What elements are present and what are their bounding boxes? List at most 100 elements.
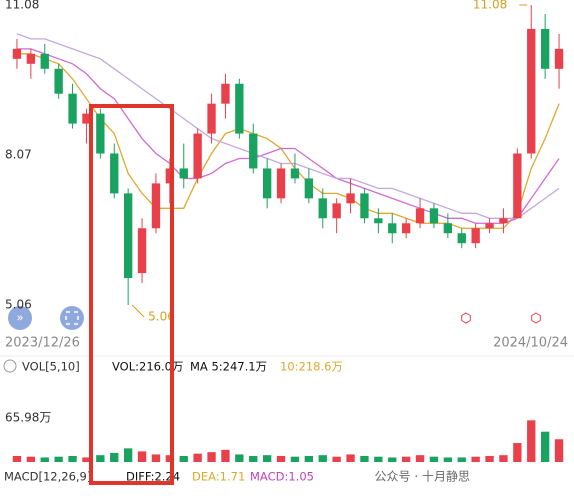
info-icon[interactable] xyxy=(3,359,17,373)
candle-body xyxy=(290,168,300,179)
candle-body xyxy=(388,223,397,234)
volume-bar xyxy=(193,453,202,462)
event-icon[interactable] xyxy=(531,312,541,324)
volume-bar xyxy=(110,452,119,462)
candle-body xyxy=(262,168,272,199)
y-tick-label: 8.07 xyxy=(5,148,32,162)
volume-bar xyxy=(12,455,22,462)
candle-body xyxy=(110,153,119,194)
candle-body xyxy=(235,83,244,134)
candle-body xyxy=(40,53,49,69)
candle-body xyxy=(471,228,480,244)
volume-bar xyxy=(388,457,397,462)
candle-body xyxy=(485,223,494,229)
candle-body xyxy=(207,103,216,134)
volume-header: VOL[5,10] xyxy=(22,360,80,374)
candle-body xyxy=(26,53,36,64)
candle-body xyxy=(249,133,258,169)
fullscreen-button[interactable] xyxy=(60,306,84,330)
volume-bar xyxy=(457,457,466,462)
candle-body xyxy=(54,68,63,94)
y-tick-label: 11.08 xyxy=(5,0,39,12)
candle-body xyxy=(415,208,425,224)
watermark: 公众号 · 十月静思 xyxy=(375,470,470,484)
candle-body xyxy=(12,48,22,59)
candle-body xyxy=(96,113,105,154)
candle-body xyxy=(457,233,466,244)
candle-body xyxy=(137,228,147,274)
candle-body xyxy=(179,168,188,179)
candle-body xyxy=(276,168,286,199)
volume-header: 10:218.6万 xyxy=(280,360,343,374)
volume-bar xyxy=(179,455,188,462)
candle-body xyxy=(527,28,536,154)
volume-bar xyxy=(318,455,327,462)
volume-bar xyxy=(415,455,425,462)
candle-body xyxy=(193,133,202,179)
event-icon[interactable] xyxy=(461,312,471,324)
volume-bar xyxy=(290,456,300,462)
fullscreen-icon xyxy=(65,311,79,325)
ma-line xyxy=(16,53,560,229)
volume-bar xyxy=(513,443,522,462)
volume-bar xyxy=(151,454,161,462)
volume-bar xyxy=(485,455,494,462)
y-tick-label: 5.06 xyxy=(5,298,32,312)
volume-bar xyxy=(235,454,244,462)
volume-bar xyxy=(68,455,77,462)
volume-bar xyxy=(346,454,355,462)
volume-bar xyxy=(123,448,133,462)
volume-bar xyxy=(360,455,369,462)
volume-bar xyxy=(429,456,439,462)
expand-button[interactable] xyxy=(8,306,32,330)
volume-bar xyxy=(443,457,453,462)
candle-body xyxy=(82,113,91,124)
annotation-line xyxy=(131,304,145,318)
volume-bar xyxy=(374,456,383,462)
volume-bar xyxy=(262,455,272,462)
candle-body xyxy=(165,168,175,184)
volume-bar xyxy=(137,451,147,462)
macd-header: DIFF:2.24 xyxy=(126,470,180,484)
candle-body xyxy=(221,83,230,104)
candle-body xyxy=(401,223,411,234)
volume-bar xyxy=(471,456,480,462)
ma-line xyxy=(16,48,560,224)
macd-header: DEA:1.71 xyxy=(192,470,245,484)
volume-bar xyxy=(96,455,105,462)
candle-body xyxy=(68,93,77,124)
volume-bar xyxy=(527,420,536,462)
volume-header: MA 5:247.1万 xyxy=(190,360,267,374)
volume-bar xyxy=(276,455,286,462)
volume-bar xyxy=(499,455,508,462)
volume-bar xyxy=(26,456,36,462)
candle-body xyxy=(554,48,564,69)
volume-bar xyxy=(304,455,314,462)
candle-body xyxy=(513,153,522,219)
x-tick-label: 2024/10/24 xyxy=(493,336,568,351)
candle-body xyxy=(332,203,341,219)
candle-body xyxy=(151,183,161,229)
volume-header: VOL:216.0万 xyxy=(112,360,183,374)
candle-body xyxy=(443,223,453,234)
volume-bar xyxy=(54,456,63,462)
volume-bar xyxy=(401,456,411,462)
candle-body xyxy=(374,218,383,224)
expand-icon: » xyxy=(16,311,23,325)
volume-bar xyxy=(221,449,230,462)
volume-bar xyxy=(249,455,258,462)
volume-bar xyxy=(82,457,91,462)
candle-body xyxy=(540,28,550,69)
volume-bar xyxy=(554,439,564,462)
candle-body xyxy=(429,208,439,224)
candle-body xyxy=(304,178,314,199)
candle-body xyxy=(499,218,508,224)
ma-line xyxy=(16,33,560,219)
volume-bar xyxy=(207,452,216,462)
macd-header: MACD:1.05 xyxy=(250,470,314,484)
volume-bar xyxy=(40,457,49,462)
candle-body xyxy=(346,193,355,204)
candle-body xyxy=(318,198,327,219)
